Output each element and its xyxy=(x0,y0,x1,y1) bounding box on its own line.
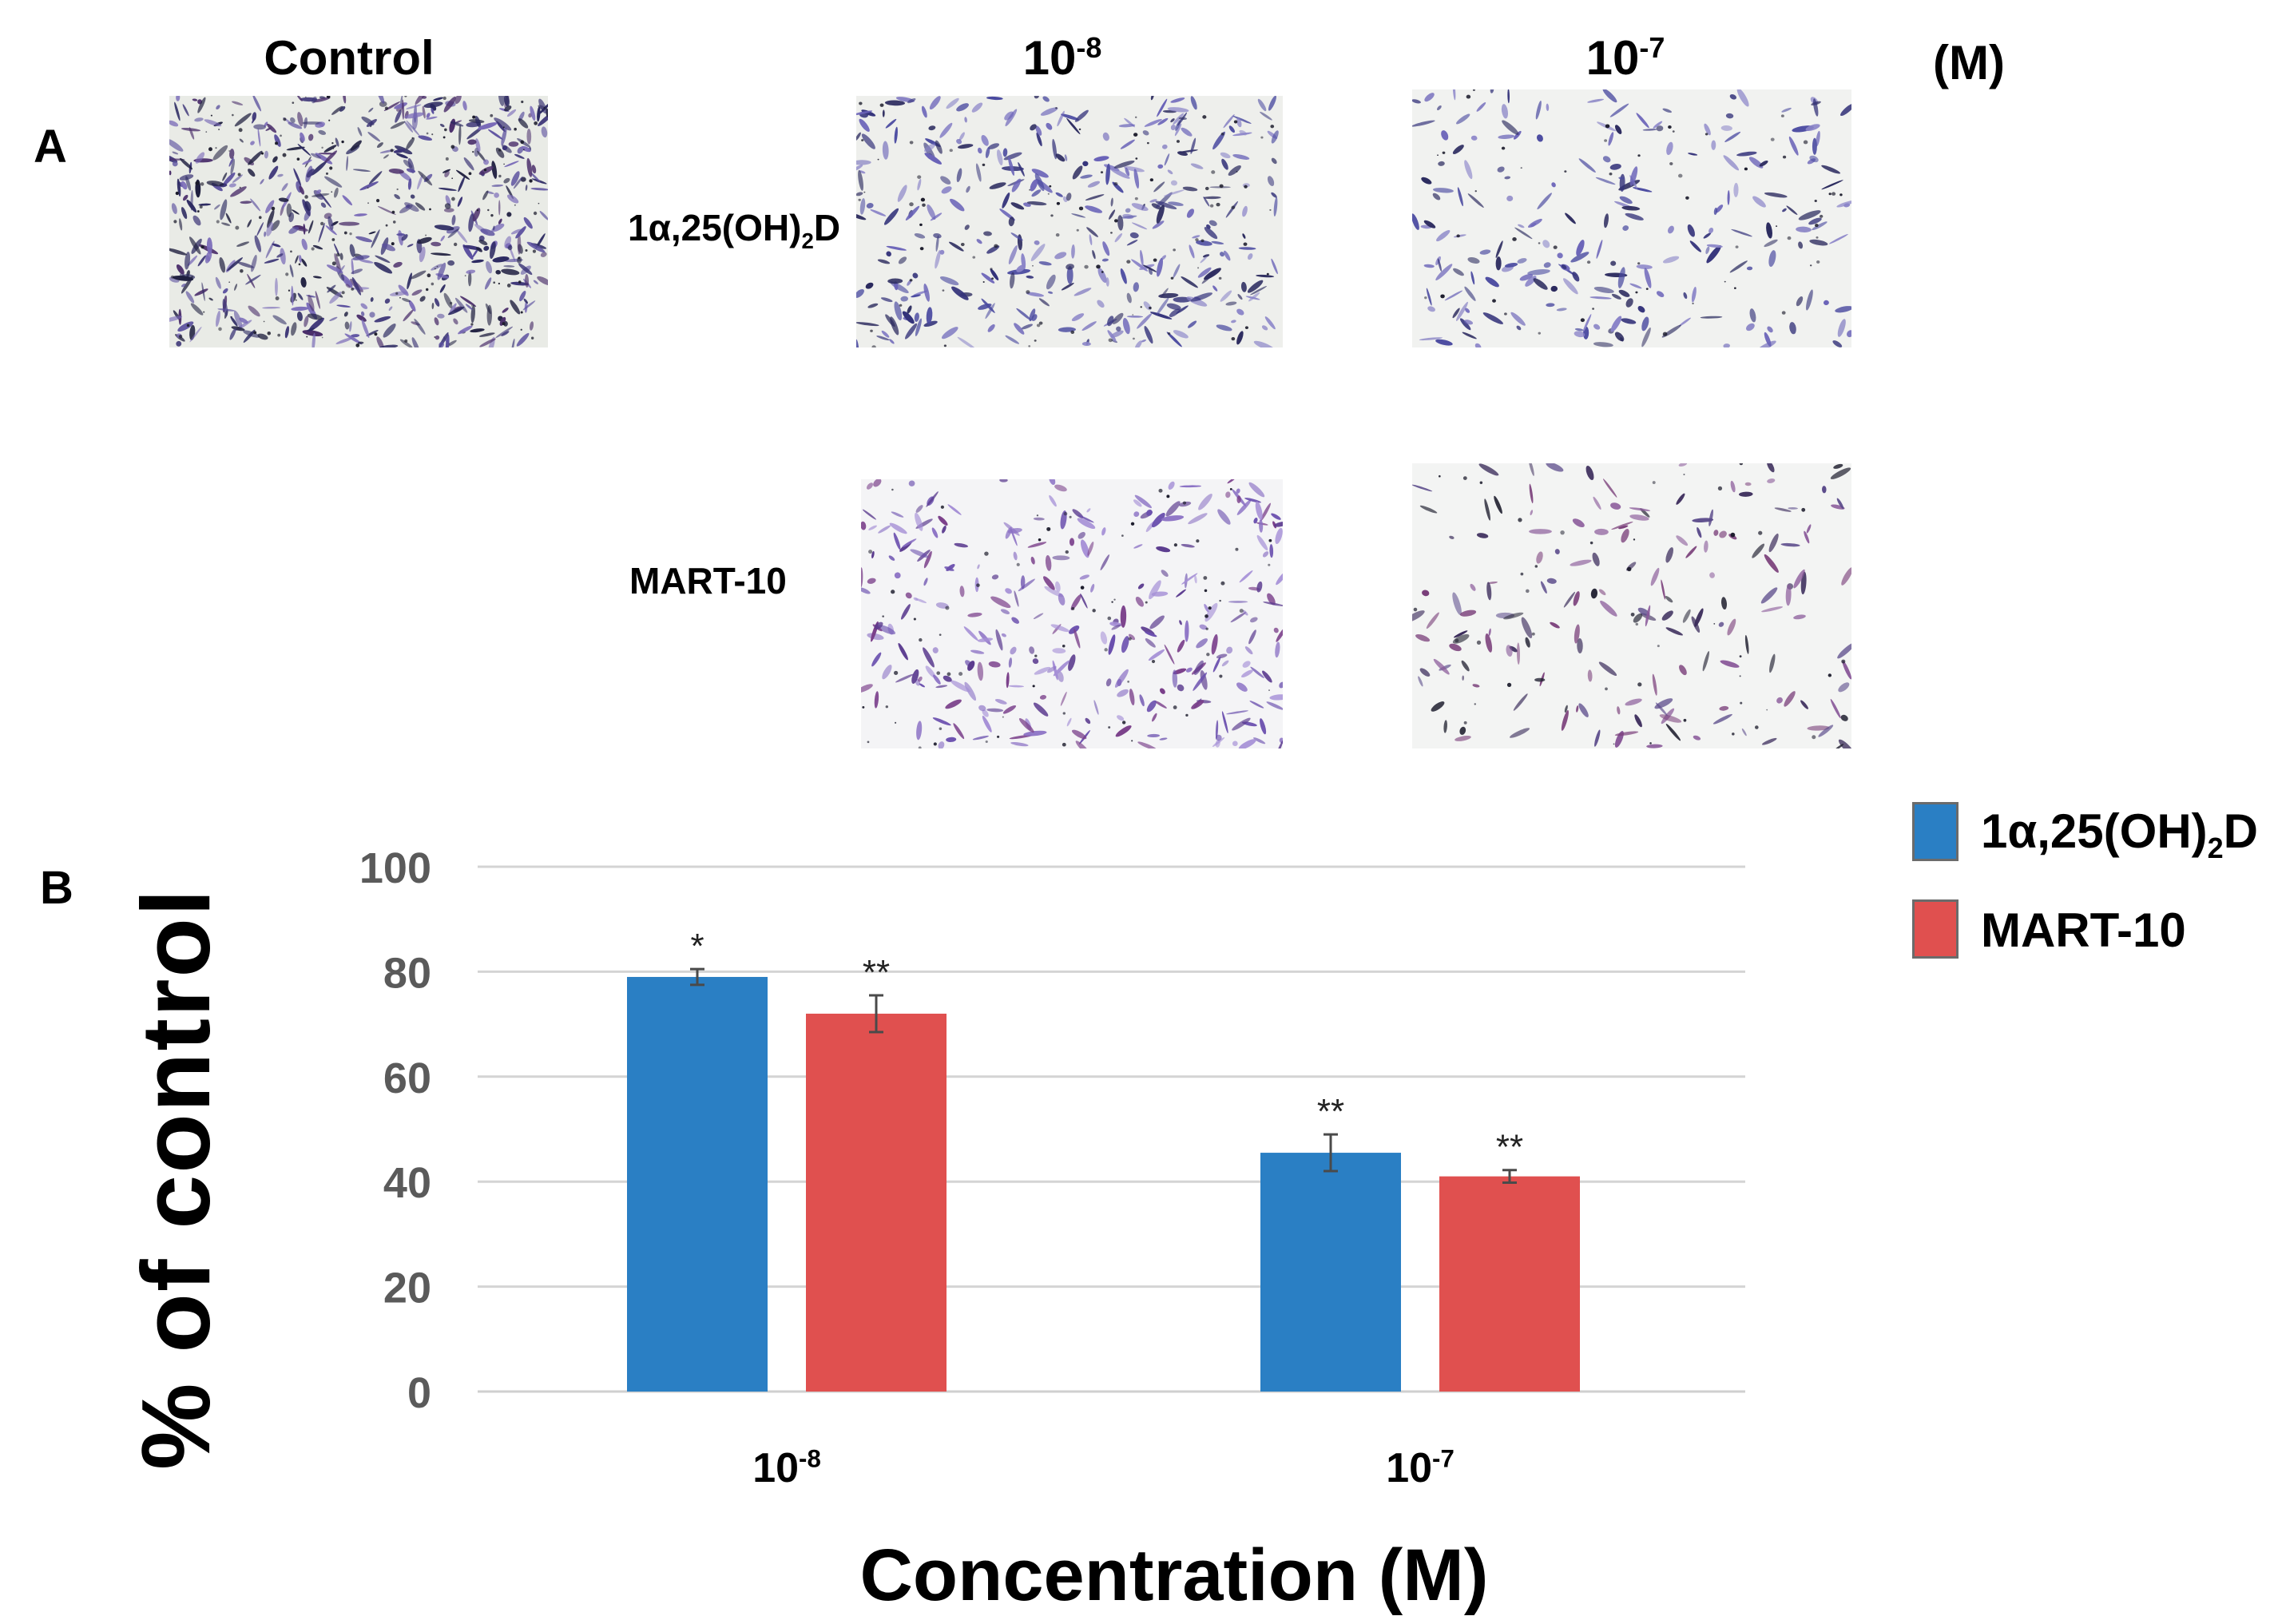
micrograph-mart10-1e-7 xyxy=(1412,463,1851,748)
x-tick-label-1e-8: 10-8 xyxy=(752,1444,821,1491)
y-tick-label: 0 xyxy=(407,1369,431,1417)
x-tick-label-1e-7: 10-7 xyxy=(1386,1444,1455,1491)
micrograph-calcitriol-1e-7 xyxy=(1412,89,1851,347)
y-tick-label: 80 xyxy=(383,949,431,997)
significance-label: ** xyxy=(1317,1092,1344,1131)
column-header-control: Control xyxy=(264,31,435,85)
unit-label: (M) xyxy=(1933,36,2005,89)
error-bars xyxy=(690,967,1517,1185)
y-tick-label: 100 xyxy=(359,844,431,892)
row-label-mart10: MART-10 xyxy=(629,560,787,602)
bar xyxy=(806,1013,947,1392)
micrograph-mart10-1e-8 xyxy=(861,479,1283,748)
column-header-1e-8: 10-8 xyxy=(1022,31,1102,85)
significance-labels: ******* xyxy=(690,927,1523,1167)
y-tick-labels: 0 20 40 60 80 100 xyxy=(359,844,431,1417)
y-tick-label: 60 xyxy=(383,1054,431,1102)
legend-swatch-mart10 xyxy=(1912,899,1959,959)
bars xyxy=(627,976,1580,1392)
y-axis-label: % of control xyxy=(121,887,230,1470)
x-axis-label: Concentration (M) xyxy=(859,1535,1489,1616)
significance-label: * xyxy=(690,927,704,966)
significance-label: ** xyxy=(1496,1128,1523,1167)
bar xyxy=(1260,1153,1401,1392)
micrograph-control xyxy=(169,96,548,347)
legend-label-calcitriol: 1α,25(OH)2D xyxy=(1981,804,2258,864)
legend-swatch-calcitriol xyxy=(1912,802,1959,861)
y-tick-label: 40 xyxy=(383,1159,431,1207)
bar xyxy=(1439,1176,1580,1392)
significance-label: ** xyxy=(863,953,890,992)
row-label-calcitriol: 1α,25(OH)2D xyxy=(628,207,841,254)
column-header-1e-7: 10-7 xyxy=(1585,31,1665,85)
y-tick-label: 20 xyxy=(383,1265,431,1312)
panel-a-letter: A xyxy=(34,121,67,173)
panel-b-letter: B xyxy=(40,862,73,914)
legend-label-mart10: MART-10 xyxy=(1981,903,2186,957)
bar xyxy=(627,976,768,1392)
micrograph-calcitriol-1e-8 xyxy=(856,96,1283,347)
